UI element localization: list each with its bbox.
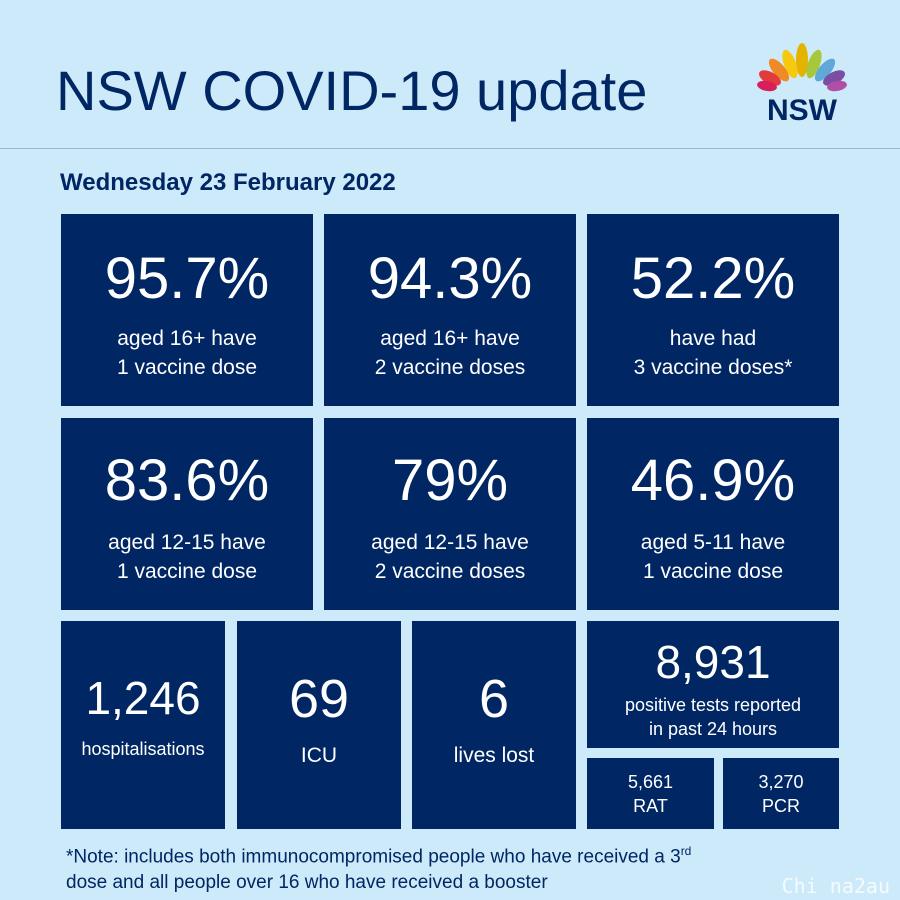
tile-label: ICU xyxy=(300,744,338,767)
tile-label: 1 vaccine dose xyxy=(116,356,258,379)
nsw-logo: NSW xyxy=(757,38,847,128)
report-date: Wednesday 23 February 2022 xyxy=(60,169,396,196)
tile-pcr: 3,270 PCR xyxy=(723,758,839,829)
tile-rat: 5,661 RAT xyxy=(587,758,714,829)
tile-label: positive tests reported xyxy=(624,695,802,715)
tile-label: aged 16+ have xyxy=(117,327,257,350)
tile-label: in past 24 hours xyxy=(648,719,778,739)
tile-value: 83.6% xyxy=(104,448,270,513)
watermark: Chi na2au xyxy=(781,874,890,898)
tile-value: 79% xyxy=(391,448,509,513)
footnote-text-line2: dose and all people over 16 who have rec… xyxy=(66,872,548,894)
footnote: *Note: includes both immunocompromised p… xyxy=(66,838,866,896)
tile-lives-lost: 6 lives lost xyxy=(412,621,576,829)
tile-dose3: 52.2% have had 3 vaccine doses* xyxy=(587,214,839,406)
tile-value: 94.3% xyxy=(367,246,533,311)
tile-value: 95.7% xyxy=(104,246,270,311)
footnote-text: *Note: includes both immunocompromised p… xyxy=(66,846,681,868)
tile-16plus-dose2: 94.3% aged 16+ have 2 vaccine doses xyxy=(324,214,576,406)
tile-value: 3,270 xyxy=(758,772,804,792)
tile-5to11-dose1: 46.9% aged 5-11 have 1 vaccine dose xyxy=(587,418,839,610)
tile-icu: 69 ICU xyxy=(237,621,401,829)
tile-label: lives lost xyxy=(453,744,535,767)
footnote-superscript: rd xyxy=(680,844,692,858)
tile-label: 1 vaccine dose xyxy=(116,560,258,583)
waratah-flower-icon xyxy=(757,43,847,92)
tile-label: aged 16+ have xyxy=(380,327,520,350)
tile-label: 2 vaccine doses xyxy=(374,356,526,379)
tile-label: 1 vaccine dose xyxy=(642,560,784,583)
tile-value: 1,246 xyxy=(85,672,201,724)
tile-label: PCR xyxy=(761,796,800,816)
logo-wordmark: NSW xyxy=(767,94,837,127)
page-title: NSW COVID-19 update xyxy=(56,59,648,122)
tile-label: aged 12-15 have xyxy=(371,531,529,554)
tile-label: aged 12-15 have xyxy=(108,531,266,554)
header: NSW COVID-19 update NSW xyxy=(0,0,900,149)
tile-value: 6 xyxy=(478,669,510,729)
tile-label: aged 5-11 have xyxy=(640,531,786,554)
tile-value: 46.9% xyxy=(630,448,796,513)
tile-12to15-dose1: 83.6% aged 12-15 have 1 vaccine dose xyxy=(61,418,313,610)
tile-value: 69 xyxy=(288,669,350,729)
tile-label: 3 vaccine doses* xyxy=(633,356,793,379)
tile-label: hospitalisations xyxy=(81,739,205,759)
tile-12to15-dose2: 79% aged 12-15 have 2 vaccine doses xyxy=(324,418,576,610)
tile-positive-tests: 8,931 positive tests reported in past 24… xyxy=(587,621,839,748)
tile-16plus-dose1: 95.7% aged 16+ have 1 vaccine dose xyxy=(61,214,313,406)
tile-label: RAT xyxy=(633,796,668,816)
tile-label: 2 vaccine doses xyxy=(374,560,526,583)
tile-label: have had xyxy=(669,327,757,350)
tile-value: 52.2% xyxy=(630,246,796,311)
tile-value: 8,931 xyxy=(655,636,771,688)
tile-hospitalisations: 1,246 hospitalisations xyxy=(61,621,225,829)
tile-value: 5,661 xyxy=(627,772,674,792)
